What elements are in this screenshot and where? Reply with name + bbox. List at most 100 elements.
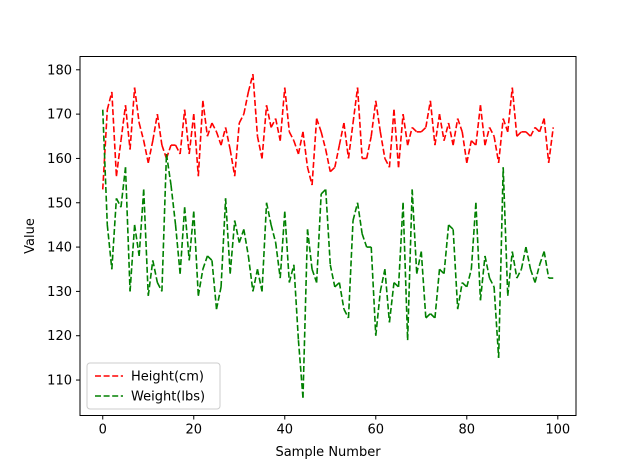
line-segment: [452, 229, 459, 310]
line-segment: [361, 233, 368, 248]
line-segment: [334, 281, 340, 288]
line-segment: [461, 131, 468, 163]
line-segment: [347, 122, 354, 159]
line-segment: [529, 127, 536, 137]
line-segment: [233, 220, 241, 243]
line-segment: [220, 127, 227, 146]
y-tick-label: 120: [47, 329, 72, 344]
line-segment: [516, 268, 523, 279]
line-segment: [302, 131, 309, 168]
line-segment: [142, 140, 150, 164]
line-segment: [183, 109, 191, 155]
line-segment: [215, 131, 222, 146]
y-tick-label: 110: [47, 374, 72, 389]
line-segment: [352, 87, 359, 124]
line-segment: [374, 291, 382, 336]
line-segment: [293, 264, 300, 341]
line-segment: [365, 136, 373, 159]
line-segment: [152, 113, 159, 141]
line-segment: [111, 91, 118, 177]
line-segment: [324, 149, 332, 172]
line-segment: [484, 255, 491, 279]
y-tick-label: 150: [47, 196, 72, 211]
line-segment: [493, 136, 500, 164]
line-segment: [115, 197, 122, 208]
line-segment: [256, 269, 263, 292]
line-segment: [306, 229, 313, 270]
line-segment: [197, 100, 204, 177]
line-segment: [538, 118, 545, 133]
line-segment: [493, 286, 500, 358]
line-segment: [370, 100, 377, 137]
line-segment: [142, 189, 150, 296]
x-tick-label: 40: [276, 423, 293, 438]
line-segment: [133, 224, 140, 257]
line-segment: [202, 100, 209, 137]
line-segment: [529, 268, 536, 283]
legend-label: Height(cm): [131, 370, 204, 385]
line-segment: [233, 122, 241, 177]
line-segment: [211, 122, 218, 133]
line-segment: [356, 87, 363, 159]
line-segment: [288, 264, 295, 283]
line-segment: [220, 198, 227, 288]
line-segment: [179, 109, 186, 155]
line-segment: [188, 114, 195, 155]
line-segment: [124, 167, 131, 292]
line-segment: [420, 251, 427, 319]
line-segment: [534, 126, 541, 133]
line-segment: [502, 167, 509, 296]
line-segment: [443, 122, 450, 141]
y-tick-label: 160: [47, 152, 72, 167]
line-segment: [324, 189, 332, 265]
line-segment: [506, 251, 514, 296]
line-segment: [261, 105, 268, 159]
line-segment: [238, 229, 245, 243]
line-segment: [206, 122, 213, 137]
line-segment: [456, 282, 464, 310]
line-segment: [338, 122, 345, 146]
line-segment: [279, 87, 286, 141]
line-segment: [388, 109, 395, 168]
line-segment: [293, 140, 300, 155]
line-segment: [192, 211, 200, 296]
line-segment: [283, 87, 291, 132]
legend: Height(cm) Weight(lbs): [86, 362, 221, 410]
line-segment: [265, 105, 272, 128]
line-segment: [497, 118, 504, 163]
line-segment: [138, 122, 145, 141]
line-segment: [370, 247, 377, 336]
line-segment: [315, 118, 322, 133]
y-tick-label: 140: [47, 241, 72, 256]
line-segment: [470, 202, 477, 270]
line-segment: [152, 260, 159, 283]
line-segment: [111, 198, 118, 270]
line-segment: [174, 144, 181, 155]
line-segment: [488, 277, 495, 288]
line-segment: [438, 113, 445, 141]
x-tick-label: 0: [99, 423, 107, 438]
line-segment: [129, 224, 136, 292]
line-segment: [179, 207, 186, 274]
line-segment: [338, 282, 345, 310]
line-segment: [343, 122, 350, 159]
x-tick-label: 80: [459, 423, 476, 438]
line-segment: [261, 202, 268, 292]
line-segment: [420, 126, 427, 133]
plot-frame: [79, 56, 577, 416]
line-segment: [393, 109, 400, 168]
line-segment: [288, 131, 295, 142]
line-segment: [402, 114, 409, 146]
line-segment: [470, 140, 477, 146]
y-tick-label: 170: [47, 108, 72, 123]
line-segment: [252, 74, 259, 137]
line-segment: [329, 166, 336, 173]
line-segment: [297, 131, 304, 155]
x-axis: 0 20 40 60 80 100: [99, 415, 570, 438]
line-segment: [320, 131, 327, 150]
series-weight: [101, 109, 554, 398]
line-segment: [547, 127, 555, 163]
line-segment: [479, 105, 486, 146]
line-segment: [120, 167, 127, 208]
